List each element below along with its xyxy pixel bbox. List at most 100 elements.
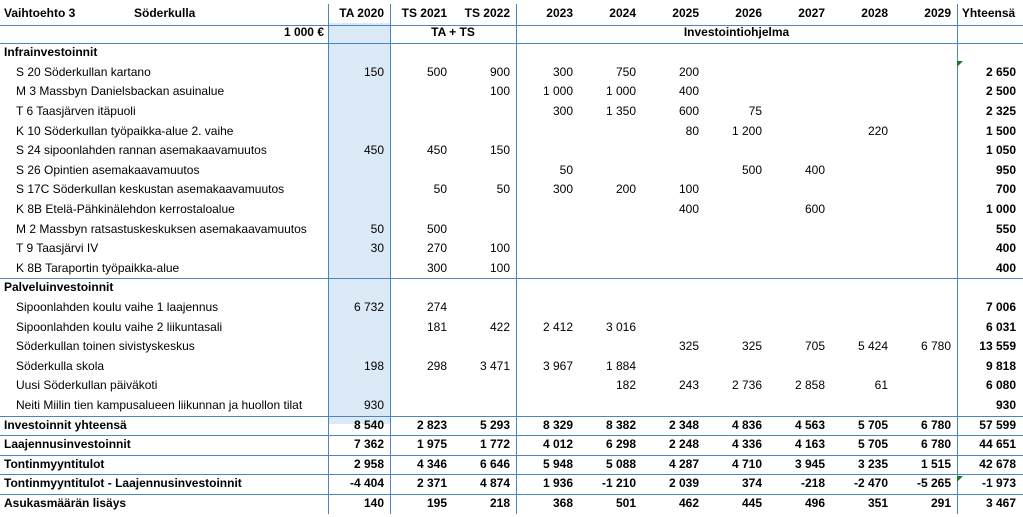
value-cell	[768, 259, 825, 278]
value-cell: 501	[615, 496, 636, 510]
value-cell: 462	[678, 496, 699, 510]
value-cell: 8 329	[542, 417, 573, 432]
value-cell: 4 710	[731, 456, 762, 471]
value-cell	[831, 102, 888, 121]
value-cell: 2 371	[416, 476, 447, 491]
value-cell: -4 404	[349, 476, 384, 491]
row-label: S 24 sipoonlahden rannan asemakaavamuuto…	[16, 143, 267, 158]
value-cell: 930	[363, 398, 384, 412]
value-cell	[705, 220, 762, 239]
value-cell: 368	[552, 496, 573, 510]
value-cell: 1 000	[542, 84, 573, 99]
value-cell	[390, 161, 447, 180]
value-cell	[516, 239, 573, 258]
value-cell: -1 973	[981, 476, 1016, 491]
value-cell: 6 031	[985, 319, 1016, 334]
value-cell	[642, 318, 699, 337]
value-cell	[831, 357, 888, 376]
value-cell: 61	[874, 378, 888, 393]
column-header: 2029	[924, 6, 951, 20]
value-cell	[768, 396, 825, 415]
value-cell: 80	[685, 123, 699, 138]
value-cell: 6 298	[605, 437, 636, 452]
value-cell: 300	[552, 64, 573, 79]
value-cell: 496	[804, 496, 825, 510]
column-header: TA 2020	[339, 6, 384, 20]
value-cell: 2 650	[985, 64, 1016, 79]
value-cell	[453, 298, 510, 317]
value-cell: 50	[559, 162, 573, 177]
value-cell: 1 000	[605, 84, 636, 99]
value-cell: 2 858	[794, 378, 825, 393]
value-cell: 6 646	[479, 456, 510, 471]
value-cell: 3 967	[542, 358, 573, 373]
column-header: 2023	[546, 6, 573, 20]
value-cell	[831, 239, 888, 258]
value-cell	[705, 63, 762, 82]
value-cell	[516, 337, 573, 356]
value-cell: 400	[678, 84, 699, 99]
value-cell: 200	[678, 64, 699, 79]
value-cell	[831, 82, 888, 101]
value-cell	[831, 318, 888, 337]
value-cell	[768, 357, 825, 376]
row-label: Sipoonlahden koulu vaihe 1 laajennus	[16, 300, 219, 314]
value-cell: 13 559	[979, 339, 1016, 354]
value-cell	[579, 220, 636, 239]
value-cell	[516, 396, 573, 415]
value-cell: 500	[741, 162, 762, 177]
value-cell: 6 732	[353, 300, 384, 314]
row-label: T 6 Taasjärven itäpuoli	[16, 104, 136, 118]
value-cell	[642, 161, 699, 180]
value-cell: 57 599	[979, 417, 1016, 432]
value-cell	[453, 200, 510, 219]
value-cell	[453, 220, 510, 239]
value-cell: 374	[741, 476, 762, 491]
value-cell	[642, 239, 699, 258]
value-cell: 75	[748, 104, 762, 118]
value-cell: 100	[678, 182, 699, 197]
value-cell	[831, 220, 888, 239]
value-cell: 7 006	[985, 300, 1016, 314]
value-cell	[453, 102, 510, 121]
comment-marker[interactable]	[957, 476, 963, 482]
value-cell: 44 651	[979, 437, 1016, 452]
value-cell: 8 382	[605, 417, 636, 432]
value-cell: 6 780	[920, 339, 951, 354]
value-cell: 100	[489, 84, 510, 99]
value-cell	[642, 259, 699, 278]
value-cell	[642, 298, 699, 317]
value-cell: 400	[678, 202, 699, 216]
value-cell	[328, 200, 384, 219]
value-cell: 450	[363, 143, 384, 158]
value-cell	[831, 396, 888, 415]
value-cell	[831, 141, 888, 160]
value-cell	[768, 220, 825, 239]
value-cell: 8 540	[353, 417, 384, 432]
value-cell	[579, 161, 636, 180]
group-ta-ts: TA + TS	[431, 25, 475, 39]
value-cell: 950	[995, 162, 1016, 177]
comment-marker[interactable]	[957, 61, 963, 67]
value-cell: 5 293	[479, 417, 510, 432]
value-cell	[768, 318, 825, 337]
column-header: 2027	[798, 6, 825, 20]
value-cell: 7 362	[353, 437, 384, 452]
value-cell	[390, 337, 447, 356]
column-header: 2026	[735, 6, 762, 20]
value-cell	[579, 396, 636, 415]
column-header: TS 2022	[464, 6, 510, 20]
value-cell: 181	[426, 319, 447, 334]
value-cell	[579, 298, 636, 317]
value-cell	[390, 82, 447, 101]
row-label: Sipoonlahden koulu vaihe 2 liikuntasali	[16, 319, 223, 334]
value-cell: 325	[741, 339, 762, 354]
row-label: Uusi Söderkullan päiväkoti	[16, 378, 158, 393]
row-label: S 17C Söderkullan keskustan asemakaavamu…	[16, 182, 285, 197]
value-cell: 3 235	[857, 456, 888, 471]
value-cell: 9 818	[985, 358, 1016, 373]
value-cell	[328, 318, 384, 337]
value-cell	[453, 161, 510, 180]
value-cell: 4 346	[416, 456, 447, 471]
value-cell: 270	[426, 241, 447, 256]
